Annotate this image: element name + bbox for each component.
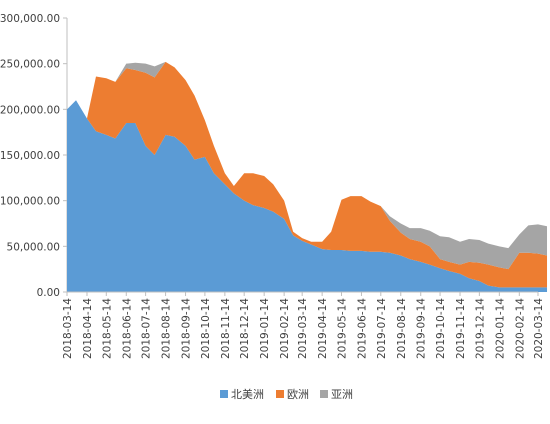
x-tick-label: 2019-05-14: [336, 298, 348, 359]
area-series-2: [67, 61, 548, 288]
x-tick-label: 2018-07-14: [141, 298, 153, 359]
x-tick-label: 2019-10-14: [435, 298, 447, 359]
x-tick-label: 2019-07-14: [376, 298, 388, 359]
y-axis: 0.00 50,000.00 100,000.00 150,000.00 200,000…: [0, 13, 68, 299]
x-tick-label: 2018-10-14: [200, 298, 212, 359]
x-axis: 2018-03-14 2018-04-14 2018-05-14 2018-06-14…: [62, 291, 545, 359]
x-tick-label: 2018-06-14: [121, 298, 133, 359]
x-tick-label: 2018-04-14: [82, 298, 94, 359]
x-tick-label: 2019-06-14: [356, 298, 368, 359]
area-layers: [67, 61, 548, 292]
legend-label: 北美洲: [231, 388, 264, 401]
x-tick-label: 2018-11-14: [220, 298, 232, 359]
x-tick-label: 2019-08-14: [396, 298, 408, 359]
x-tick-label: 2018-12-14: [239, 298, 251, 359]
x-tick-label: 2019-12-14: [474, 298, 486, 359]
x-tick-label: 2020-02-14: [514, 298, 526, 359]
x-tick-label: 2018-05-14: [101, 298, 113, 359]
y-tick-label: 100,000.00: [0, 196, 60, 208]
x-tick-label: 2019-02-14: [279, 298, 291, 359]
x-tick-label: 2019-09-14: [416, 298, 428, 359]
x-tick-label: 2019-04-14: [317, 298, 329, 359]
x-tick-label: 2020-03-14: [533, 298, 545, 359]
y-tick-label: 150,000.00: [0, 150, 60, 162]
x-tick-label: 2018-08-14: [161, 298, 173, 359]
y-tick-label: 50,000.00: [7, 241, 60, 253]
legend-label: 欧洲: [287, 388, 309, 401]
x-tick-label: 2019-01-14: [259, 298, 271, 359]
legend-swatch: [276, 390, 284, 398]
x-tick-label: 2019-11-14: [455, 298, 467, 359]
y-tick-label: 250,000.00: [0, 59, 60, 71]
legend-swatch: [320, 390, 328, 398]
legend-label: 亚洲: [331, 388, 353, 401]
y-tick-label: 300,000.00: [0, 13, 60, 25]
y-tick-label: 200,000.00: [0, 104, 60, 116]
x-tick-label: 2020-01-14: [494, 298, 506, 359]
x-tick-label: 2018-03-14: [62, 298, 74, 359]
area-series-3: [67, 61, 548, 270]
y-tick-label: 0.00: [37, 287, 60, 299]
area-series-1: [67, 100, 548, 292]
x-tick-label: 2018-09-14: [181, 298, 193, 359]
legend: 北美洲 欧洲 亚洲: [220, 388, 353, 401]
legend-swatch: [220, 390, 228, 398]
x-tick-label: 2019-03-14: [297, 298, 309, 359]
